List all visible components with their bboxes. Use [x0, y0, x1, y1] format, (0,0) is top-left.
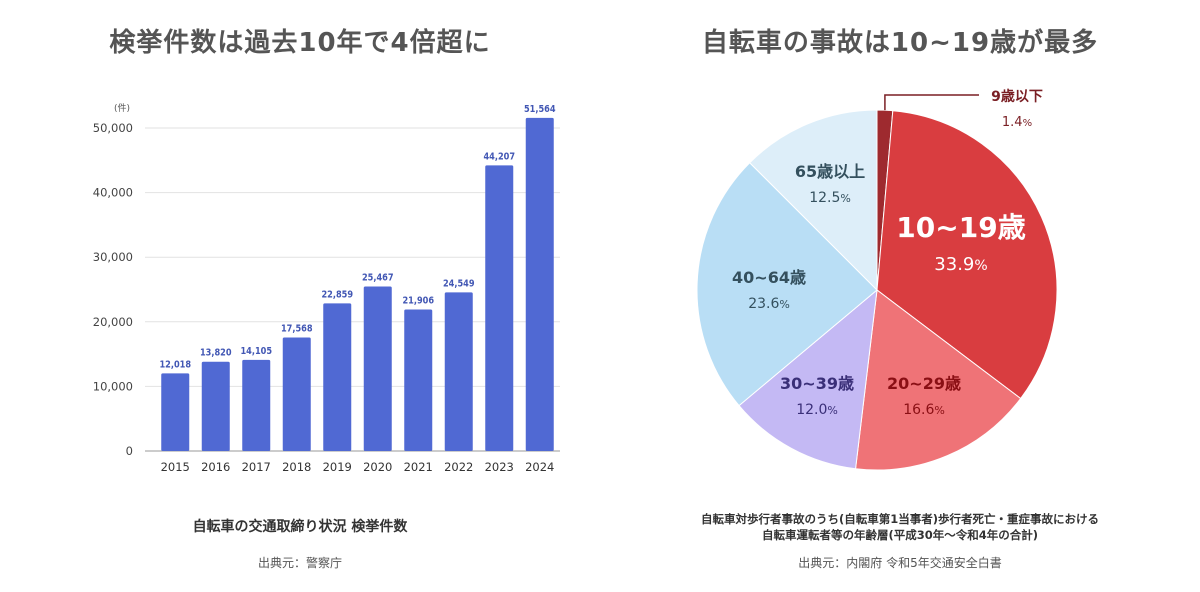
x-tick-label: 2016: [201, 460, 230, 474]
y-tick-label: 30,000: [93, 250, 133, 264]
bar-data-label: 17,568: [281, 324, 313, 335]
x-tick-label: 2021: [404, 460, 433, 474]
pie-chart-source: 出典元：内閣府 令和5年交通安全白書: [798, 556, 1002, 570]
pie-chart-caption: 自転車対歩行者事故のうち(自転車第1当事者)歩行者死亡・重症事故における 自転車…: [620, 511, 1180, 543]
y-axis-unit-label: (件): [114, 102, 130, 114]
x-tick-label: 2018: [282, 460, 311, 474]
y-tick-label: 40,000: [93, 186, 133, 200]
bar-chart-caption: 自転車の交通取締り状況 検挙件数: [192, 519, 408, 535]
pie-slice-label: 9歳以下: [991, 88, 1043, 105]
bar-data-label: 51,564: [524, 104, 556, 115]
pie-slice-label: 65歳以上: [795, 162, 865, 181]
pie-slice: [749, 109, 878, 292]
pie-slice-percent: 12.5%: [809, 190, 851, 206]
pie-slice-label: 10~19歳: [896, 211, 1025, 244]
pie-slice-label: 30~39歳: [780, 374, 854, 393]
pie-slice-percent: 1.4%: [1002, 115, 1032, 130]
pie-chart-title: 自転車の事故は10~19歳が最多: [701, 28, 1099, 58]
bar-data-label: 14,105: [240, 346, 272, 357]
bar-data-label: 24,549: [443, 279, 475, 290]
x-tick-label: 2023: [485, 460, 514, 474]
y-tick-label: 10,000: [93, 379, 133, 393]
pie-slice-percent: 12.0%: [796, 402, 838, 418]
x-tick-label: 2020: [363, 460, 392, 474]
bar: [525, 117, 554, 452]
y-tick-label: 0: [126, 444, 133, 458]
pie-slice-percent: 16.6%: [903, 402, 945, 418]
pie-slice-label: 20~29歳: [887, 374, 961, 393]
pie-slice-percent: 23.6%: [748, 296, 790, 312]
bar: [485, 165, 514, 451]
pie-caption-line2: 自転車運転者等の年齢層(平成30年～令和4年の合計): [761, 528, 1038, 542]
bar: [201, 361, 230, 451]
x-tick-label: 2024: [525, 460, 554, 474]
bar: [404, 309, 433, 451]
bar: [282, 337, 311, 451]
pie-caption-line1: 自転車対歩行者事故のうち(自転車第1当事者)歩行者死亡・重症事故における: [700, 512, 1099, 526]
pie-chart: 9歳以下 1.4% 10~19歳 33.9% 20~29歳 16.6% 30~39歳 12.0…: [696, 88, 1058, 471]
bar: [323, 303, 352, 451]
y-tick-label: 50,000: [93, 121, 133, 135]
bar: [444, 292, 473, 451]
bar: [242, 359, 271, 451]
bar-chart-title: 検挙件数は過去10年で4倍超に: [109, 28, 491, 58]
pie-slice: [855, 289, 1022, 471]
bar-chart: (件) 0 10,000 20,000 30,000 40,000 50,000 12,018…: [93, 102, 560, 474]
pie-slice: [696, 162, 878, 407]
bar: [161, 373, 190, 451]
bar-data-label: 22,859: [321, 290, 353, 301]
bar-chart-source: 出典元：警察庁: [257, 556, 342, 570]
pie-slice: [876, 110, 1058, 400]
bar-data-label: 13,820: [200, 348, 232, 359]
y-tick-label: 20,000: [93, 315, 133, 329]
bar-data-label: 12,018: [159, 360, 191, 371]
leader-line: [884, 94, 979, 111]
pie-slice-label: 40~64歳: [732, 268, 806, 287]
pie-slice-percent: 33.9%: [934, 254, 987, 275]
bar: [363, 286, 392, 451]
x-tick-label: 2022: [444, 460, 473, 474]
x-tick-label: 2017: [242, 460, 271, 474]
pie-slice: [738, 288, 878, 470]
x-tick-label: 2019: [323, 460, 352, 474]
bar-data-label: 25,467: [362, 273, 394, 284]
bar-data-label: 44,207: [483, 152, 515, 163]
bar-data-label: 21,906: [402, 296, 434, 307]
x-tick-label: 2015: [161, 460, 190, 474]
